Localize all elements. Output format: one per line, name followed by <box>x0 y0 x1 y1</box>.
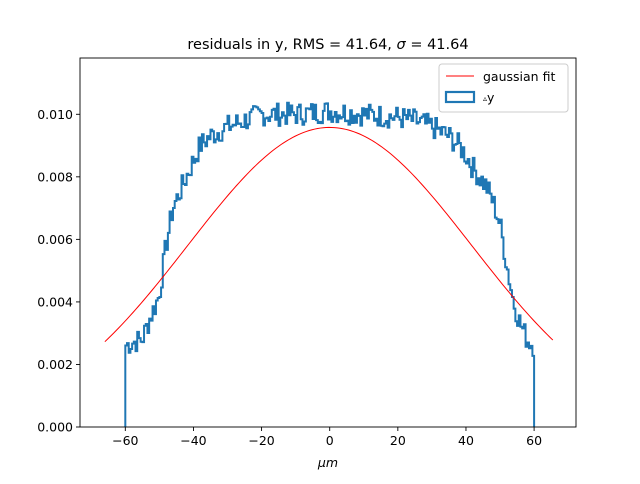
legend-swatch-y <box>444 90 476 104</box>
x-tick-label: −20 <box>248 433 274 448</box>
histogram-series-y <box>124 101 536 427</box>
legend: gaussian fit ▵y <box>438 63 569 113</box>
y-tick-label: 0.000 <box>37 420 73 435</box>
y-tick-label: 0.004 <box>37 294 73 309</box>
legend-label-y-name: y <box>487 90 495 105</box>
axes-frame <box>79 57 577 428</box>
plot-area <box>104 101 554 427</box>
chart-title: residuals in y, RMS = 41.64, σ = 41.64 <box>187 37 468 53</box>
x-tick-label: −60 <box>112 433 138 448</box>
x-tick-label: −40 <box>180 433 206 448</box>
x-tick-label: 20 <box>390 433 406 448</box>
x-tick-label: 40 <box>458 433 474 448</box>
legend-label-y-prefix: ▵ <box>483 94 487 103</box>
y-tick-label: 0.008 <box>37 169 73 184</box>
x-tick-label: 0 <box>326 433 334 448</box>
y-tick-label: 0.002 <box>37 357 73 372</box>
legend-label-y: ▵y <box>483 90 495 105</box>
gaussian-fit-line <box>104 126 554 343</box>
x-axis-label: μm <box>317 455 338 470</box>
y-tick-label: 0.006 <box>37 232 73 247</box>
y-tick-label: 0.010 <box>37 107 73 122</box>
axes: −60 −40 −20 0 20 40 60 0.000 0.002 0.004 0.006 0.00… <box>37 57 577 448</box>
x-tick-label: 60 <box>526 433 542 448</box>
legend-label-gaussian-fit: gaussian fit <box>483 69 555 84</box>
